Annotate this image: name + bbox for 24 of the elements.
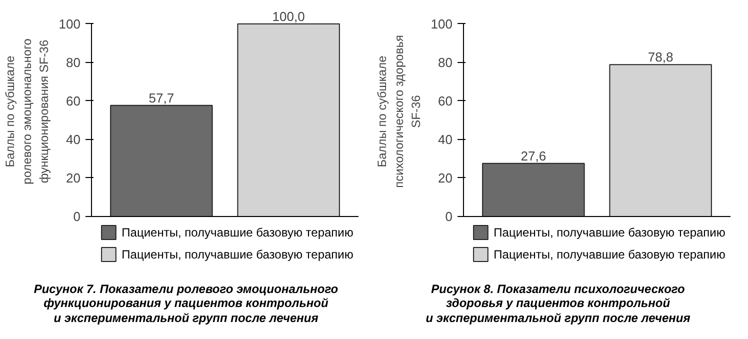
data-label: 27,6 (520, 148, 546, 164)
y-tick-label: 0 (73, 209, 81, 224)
y-tick-label: 60 (438, 93, 453, 108)
legend-label: Пациенты, получавшие базовую терапию (122, 248, 354, 262)
y-tick-label: 100 (58, 16, 81, 32)
y-tick-label: 40 (438, 132, 453, 147)
data-label: 100,0 (272, 8, 305, 24)
text: Рисунок 7. Показатели ролевого эмоционального функционирования у пациентов контрольной и экспериментальной групп после лечения (34, 282, 338, 326)
data-label: 57,7 (148, 90, 174, 106)
y-tick-label: 0 (445, 209, 453, 224)
y-axis-title: Баллы по субшкале ролевого эмоционального функционирования SF-36 (3, 38, 51, 184)
legend-label: Пациенты, получавшие базовую терапию (494, 226, 726, 240)
data-label: 78,8 (648, 50, 674, 65)
y-tick-label: 40 (66, 132, 81, 147)
y-tick-label: 20 (66, 170, 81, 186)
legend-label: Пациенты, получавшие базовую терапию (122, 226, 354, 240)
legend-label: Пациенты, получавшие базовую терапию (494, 248, 726, 262)
text: Рисунок 8. Показатели психологического здоровья у пациентов контрольной и экспериментальной групп после лечения (426, 282, 690, 326)
y-tick-label: 80 (438, 54, 453, 70)
y-tick-label: 60 (66, 93, 81, 108)
y-axis-title: Баллы по субшкале психологического здоровья SF-36 (375, 35, 423, 188)
y-tick-label: 20 (438, 170, 453, 186)
y-tick-label: 100 (430, 16, 453, 32)
y-tick-label: 80 (66, 54, 81, 70)
